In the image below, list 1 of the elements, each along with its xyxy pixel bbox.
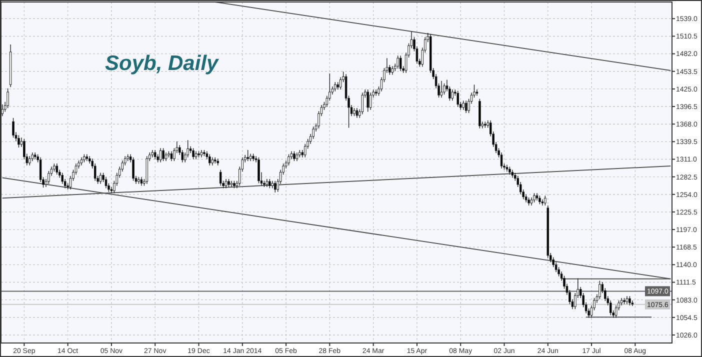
text: Soyb, Daily <box>105 52 220 75</box>
